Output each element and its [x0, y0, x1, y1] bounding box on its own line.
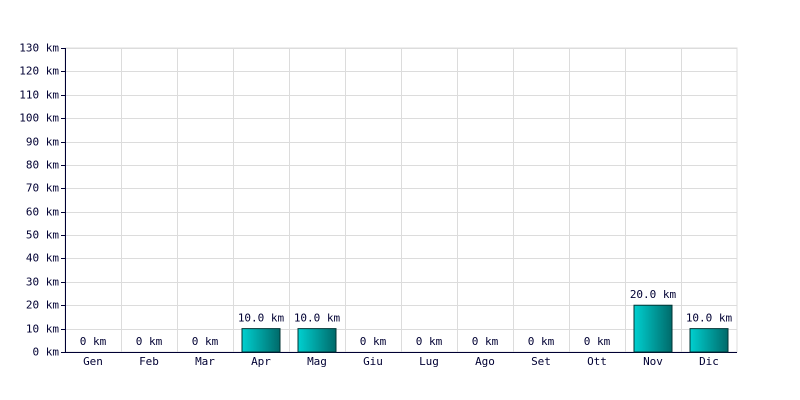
bar — [689, 328, 729, 353]
x-tick-label: Ago — [475, 355, 495, 368]
y-tick-label: 110 km — [19, 89, 59, 102]
value-label: 10.0 km — [238, 312, 285, 325]
y-tick-label: 90 km — [26, 136, 59, 149]
x-tick-label: Apr — [251, 355, 271, 368]
y-tick-label: 130 km — [19, 42, 59, 55]
value-label: 20.0 km — [630, 288, 677, 301]
value-label: 0 km — [136, 335, 163, 348]
value-label: 0 km — [80, 335, 107, 348]
x-tick-label: Set — [531, 355, 551, 368]
x-tick-label: Mag — [307, 355, 327, 368]
x-tick-label: Giu — [363, 355, 383, 368]
x-tick-label: Feb — [139, 355, 159, 368]
x-tick-label: Mar — [195, 355, 215, 368]
value-label: 0 km — [192, 335, 219, 348]
value-label: 0 km — [472, 335, 499, 348]
value-label: 10.0 km — [686, 312, 733, 325]
x-tick-label: Ott — [587, 355, 607, 368]
y-tick-label: 60 km — [26, 206, 59, 219]
y-tick-label: 10 km — [26, 323, 59, 336]
bar — [633, 304, 673, 353]
y-tick-label: 20 km — [26, 299, 59, 312]
y-tick-label: 50 km — [26, 229, 59, 242]
y-tick-label: 100 km — [19, 112, 59, 125]
bar — [241, 328, 281, 353]
y-tick-label: 120 km — [19, 65, 59, 78]
x-tick-label: Nov — [643, 355, 663, 368]
y-tick-label: 70 km — [26, 182, 59, 195]
value-label: 0 km — [584, 335, 611, 348]
value-label: 0 km — [360, 335, 387, 348]
x-tick-label: Gen — [83, 355, 103, 368]
value-label: 0 km — [528, 335, 555, 348]
y-tick-label: 0 km — [33, 346, 60, 359]
y-tick-label: 40 km — [26, 252, 59, 265]
bar — [297, 328, 337, 353]
value-label: 10.0 km — [294, 312, 341, 325]
x-tick-label: Dic — [699, 355, 719, 368]
y-tick-label: 30 km — [26, 276, 59, 289]
value-label: 0 km — [416, 335, 443, 348]
y-tick-label: 80 km — [26, 159, 59, 172]
x-tick-label: Lug — [419, 355, 439, 368]
